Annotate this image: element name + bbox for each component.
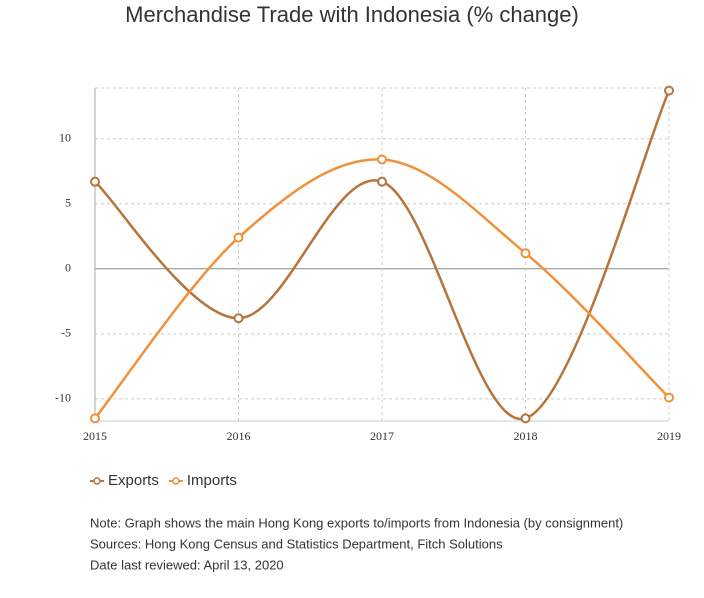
legend-marker <box>172 477 180 485</box>
point <box>520 413 531 424</box>
y-tick-label: 5 <box>65 196 71 210</box>
x-tick-label: 2016 <box>227 429 251 443</box>
y-tick-label: -5 <box>61 326 71 340</box>
point <box>664 85 674 96</box>
point <box>664 392 674 403</box>
point <box>377 154 387 165</box>
x-tick-label: 2018 <box>514 429 538 443</box>
note: Note: Graph shows the main Hong Kong exp… <box>90 515 623 530</box>
legend-label: Exports <box>108 472 159 489</box>
legend-marker <box>93 477 101 485</box>
y-tick-label: -10 <box>55 391 71 405</box>
chart-title: Merchandise Trade with Indonesia (% chan… <box>125 2 579 27</box>
point <box>377 176 387 187</box>
point <box>520 248 531 259</box>
point <box>90 413 100 424</box>
point <box>90 176 100 187</box>
x-tick-label: 2015 <box>83 429 107 443</box>
y-tick-label: 10 <box>59 130 71 144</box>
note: Sources: Hong Kong Census and Statistics… <box>90 536 503 551</box>
series-line <box>94 90 671 421</box>
x-tick-label: 2017 <box>370 429 394 443</box>
legend-label: Imports <box>187 472 237 489</box>
note: Date last reviewed: April 13, 2020 <box>90 557 284 572</box>
point <box>233 232 244 243</box>
y-tick-label: 0 <box>65 261 71 275</box>
point <box>233 313 244 324</box>
x-tick-label: 2019 <box>657 429 681 443</box>
